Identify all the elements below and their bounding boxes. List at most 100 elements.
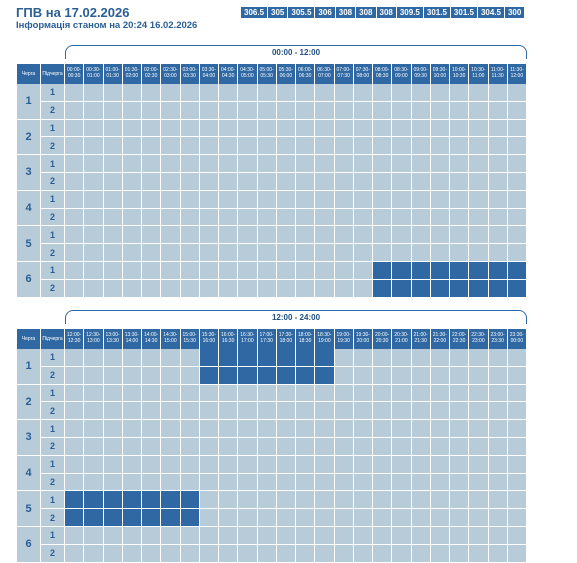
- page-subtitle: Інформація станом на 20:24 16.02.2026: [16, 20, 198, 31]
- subqueue-number: 1: [41, 226, 65, 245]
- outage-slot: [373, 279, 393, 298]
- outage-slot: [411, 279, 431, 298]
- power-slot: [488, 384, 508, 403]
- time-slot-header: 13:30- 14:00: [122, 329, 142, 349]
- power-slot: [411, 226, 431, 245]
- subqueue-number: 1: [41, 384, 65, 403]
- schedule-period-header: 12:00 - 24:00: [65, 310, 527, 324]
- power-slot: [219, 101, 239, 120]
- power-slot: [411, 420, 431, 438]
- power-slot: [488, 190, 508, 209]
- power-slot: [315, 226, 335, 245]
- time-slot-header: 11:30- 12:00: [507, 64, 527, 84]
- power-slot: [84, 279, 104, 298]
- power-slot: [392, 402, 412, 421]
- power-slot: [469, 491, 489, 510]
- subqueue-number: 1: [41, 84, 65, 102]
- power-slot: [430, 190, 450, 209]
- power-slot: [103, 208, 123, 227]
- power-slot: [238, 172, 258, 191]
- power-slot: [238, 455, 258, 474]
- power-slot: [276, 544, 296, 563]
- power-slot: [488, 402, 508, 421]
- power-slot: [296, 119, 316, 138]
- power-slot: [507, 491, 527, 510]
- outage-slot: [84, 509, 104, 527]
- power-slot: [334, 455, 354, 474]
- power-slot: [84, 544, 104, 563]
- power-slot: [450, 420, 470, 438]
- power-slot: [469, 526, 489, 545]
- power-slot: [450, 437, 470, 456]
- power-slot: [180, 349, 200, 367]
- power-slot: [257, 244, 277, 262]
- power-slot: [296, 226, 316, 245]
- power-slot: [353, 208, 373, 227]
- power-slot: [392, 84, 412, 102]
- power-slot: [315, 172, 335, 191]
- power-slot: [84, 261, 104, 280]
- power-slot: [334, 544, 354, 563]
- power-slot: [84, 402, 104, 421]
- power-slot: [238, 526, 258, 545]
- power-slot: [84, 119, 104, 138]
- power-slot: [507, 208, 527, 227]
- power-slot: [84, 172, 104, 191]
- power-slot: [469, 137, 489, 156]
- power-slot: [238, 420, 258, 438]
- power-slot: [84, 473, 104, 492]
- power-slot: [315, 437, 335, 456]
- power-slot: [65, 384, 85, 403]
- power-slot: [334, 473, 354, 492]
- power-slot: [392, 244, 412, 262]
- power-slot: [353, 491, 373, 510]
- power-slot: [450, 491, 470, 510]
- power-slot: [353, 261, 373, 280]
- power-slot: [199, 420, 219, 438]
- power-slot: [315, 526, 335, 545]
- power-slot: [276, 455, 296, 474]
- power-slot: [488, 509, 508, 527]
- power-slot: [315, 509, 335, 527]
- subqueue-number: 2: [41, 366, 65, 385]
- time-slot-header: 00:00- 00:30: [65, 64, 85, 84]
- time-slot-header: 17:00- 17:30: [257, 329, 277, 349]
- power-slot: [276, 190, 296, 209]
- power-slot: [430, 84, 450, 102]
- power-slot: [161, 226, 181, 245]
- power-slot: [65, 172, 85, 191]
- power-slot: [238, 384, 258, 403]
- power-slot: [142, 261, 162, 280]
- queue-number: 3: [17, 420, 41, 456]
- power-slot: [238, 101, 258, 120]
- power-slot: [161, 155, 181, 173]
- power-slot: [122, 172, 142, 191]
- power-slot: [334, 420, 354, 438]
- power-slot: [238, 544, 258, 563]
- power-slot: [373, 101, 393, 120]
- power-slot: [257, 491, 277, 510]
- time-slot-header: 04:00- 04:30: [219, 64, 239, 84]
- value-badge: 304.5: [477, 7, 504, 18]
- power-slot: [353, 101, 373, 120]
- power-slot: [219, 384, 239, 403]
- power-slot: [161, 526, 181, 545]
- power-slot: [315, 208, 335, 227]
- power-slot: [180, 544, 200, 563]
- power-slot: [219, 261, 239, 280]
- power-slot: [257, 420, 277, 438]
- power-slot: [430, 526, 450, 545]
- outage-slot: [238, 366, 258, 385]
- power-slot: [334, 208, 354, 227]
- queue-number: 2: [17, 384, 41, 421]
- time-slot-header: 11:00- 11:30: [488, 64, 508, 84]
- time-slot-header: 23:00- 23:30: [488, 329, 508, 349]
- power-slot: [450, 84, 470, 102]
- power-slot: [469, 437, 489, 456]
- time-slot-header: 05:30- 06:00: [276, 64, 296, 84]
- power-slot: [488, 455, 508, 474]
- power-slot: [103, 437, 123, 456]
- power-slot: [315, 261, 335, 280]
- power-slot: [122, 402, 142, 421]
- time-slot-header: 06:30- 07:00: [315, 64, 335, 84]
